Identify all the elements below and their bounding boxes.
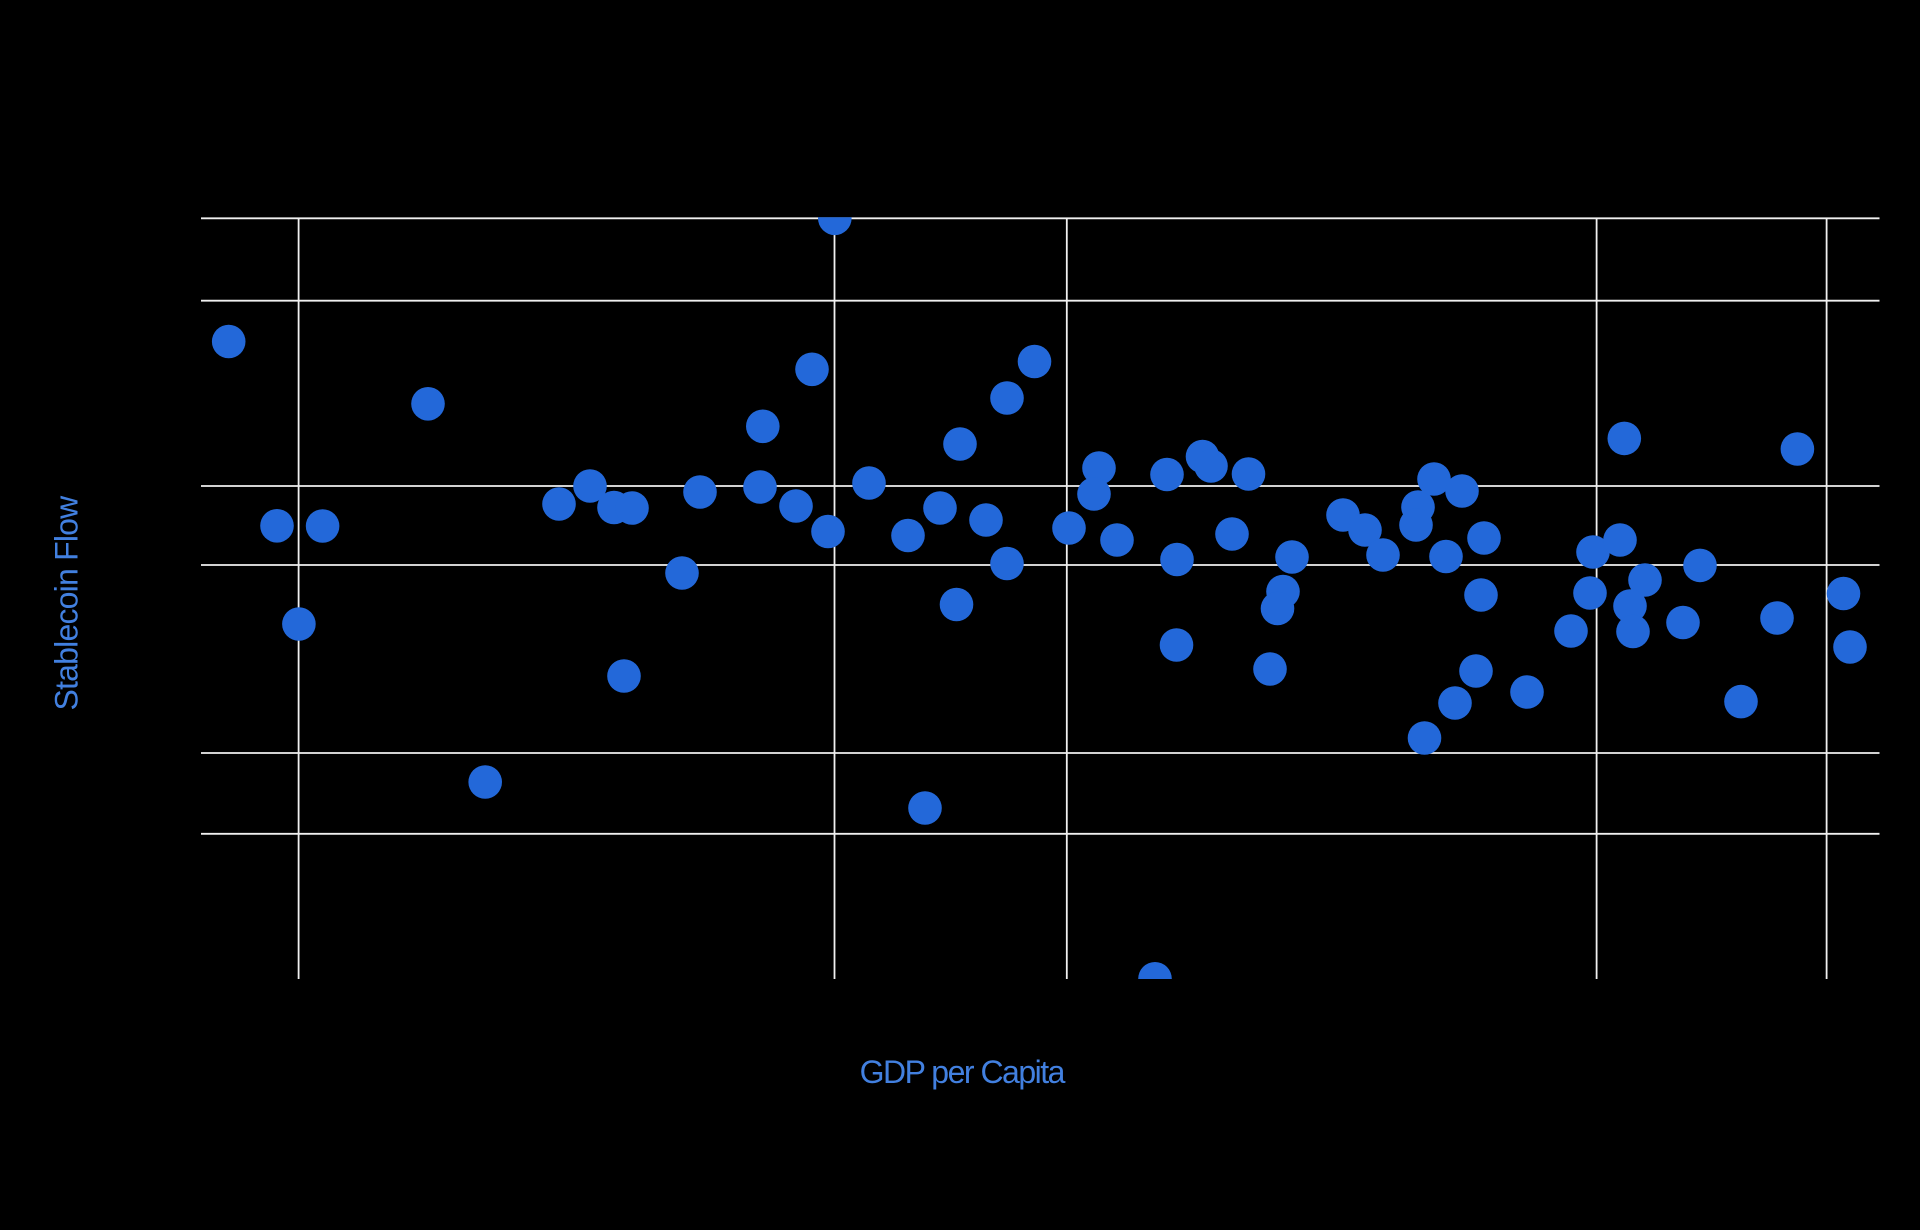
svg-text:GDP per Capita: GDP per Capita [860,1054,1066,1090]
svg-text:Stablecoin Flow: Stablecoin Flow [49,495,85,711]
